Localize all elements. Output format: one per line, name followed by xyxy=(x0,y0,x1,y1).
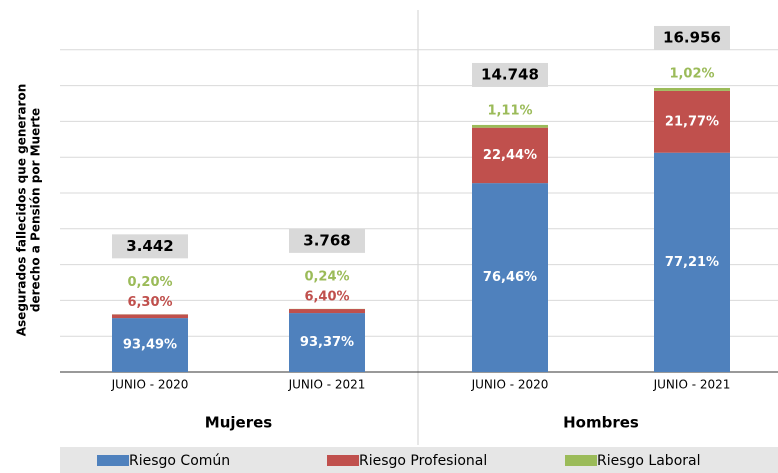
x-tick-label: JUNIO - 2020 xyxy=(471,378,549,392)
bar-segment xyxy=(289,309,365,314)
legend-label: Riesgo Profesional xyxy=(359,453,487,469)
bar-segment xyxy=(654,90,730,153)
value-label: 6,40% xyxy=(304,289,349,304)
x-tick-label: JUNIO - 2021 xyxy=(288,378,366,392)
legend-swatch xyxy=(327,455,359,466)
total-label: 16.956 xyxy=(663,28,721,46)
bar-segment xyxy=(472,124,548,128)
bar-segment xyxy=(654,87,730,91)
y-axis-title-line: Asegurados fallecidos que generaron xyxy=(15,84,29,337)
total-box xyxy=(289,228,365,253)
value-label: 21,77% xyxy=(665,114,719,129)
y-axis-title-line: derecho a Pensión por Muerte xyxy=(29,108,43,312)
value-label: 93,49% xyxy=(123,338,177,353)
legend-swatch xyxy=(565,455,597,466)
bar-segment xyxy=(289,313,365,372)
bar-segment xyxy=(112,314,188,319)
group-label: Mujeres xyxy=(205,414,272,432)
total-label: 14.748 xyxy=(481,65,539,83)
bar-segment xyxy=(472,183,548,372)
legend-band xyxy=(60,447,778,473)
value-label: 77,21% xyxy=(665,255,719,270)
value-label: 22,44% xyxy=(483,148,537,163)
bar-segment xyxy=(654,152,730,372)
x-tick-label: JUNIO - 2021 xyxy=(653,378,731,392)
total-label: 3.442 xyxy=(126,237,173,255)
y-axis-title: Asegurados fallecidos que generaron dere… xyxy=(15,84,43,337)
value-label: 0,24% xyxy=(304,269,349,284)
value-label: 1,11% xyxy=(487,103,532,118)
group-label: Hombres xyxy=(563,414,639,432)
total-box xyxy=(654,25,730,50)
value-label: 6,30% xyxy=(127,295,172,310)
bar-segment xyxy=(472,127,548,184)
value-label: 76,46% xyxy=(483,270,537,285)
total-box xyxy=(112,234,188,259)
legend-label: Riesgo Laboral xyxy=(597,453,700,469)
legend-label: Riesgo Común xyxy=(129,453,230,469)
total-box xyxy=(472,62,548,87)
value-label: 0,20% xyxy=(127,275,172,290)
legend-swatch xyxy=(97,455,129,466)
value-label: 1,02% xyxy=(669,66,714,81)
bar-segment xyxy=(112,318,188,372)
total-label: 3.768 xyxy=(303,231,350,249)
x-tick-label: JUNIO - 2020 xyxy=(111,378,189,392)
value-label: 93,37% xyxy=(300,335,354,350)
